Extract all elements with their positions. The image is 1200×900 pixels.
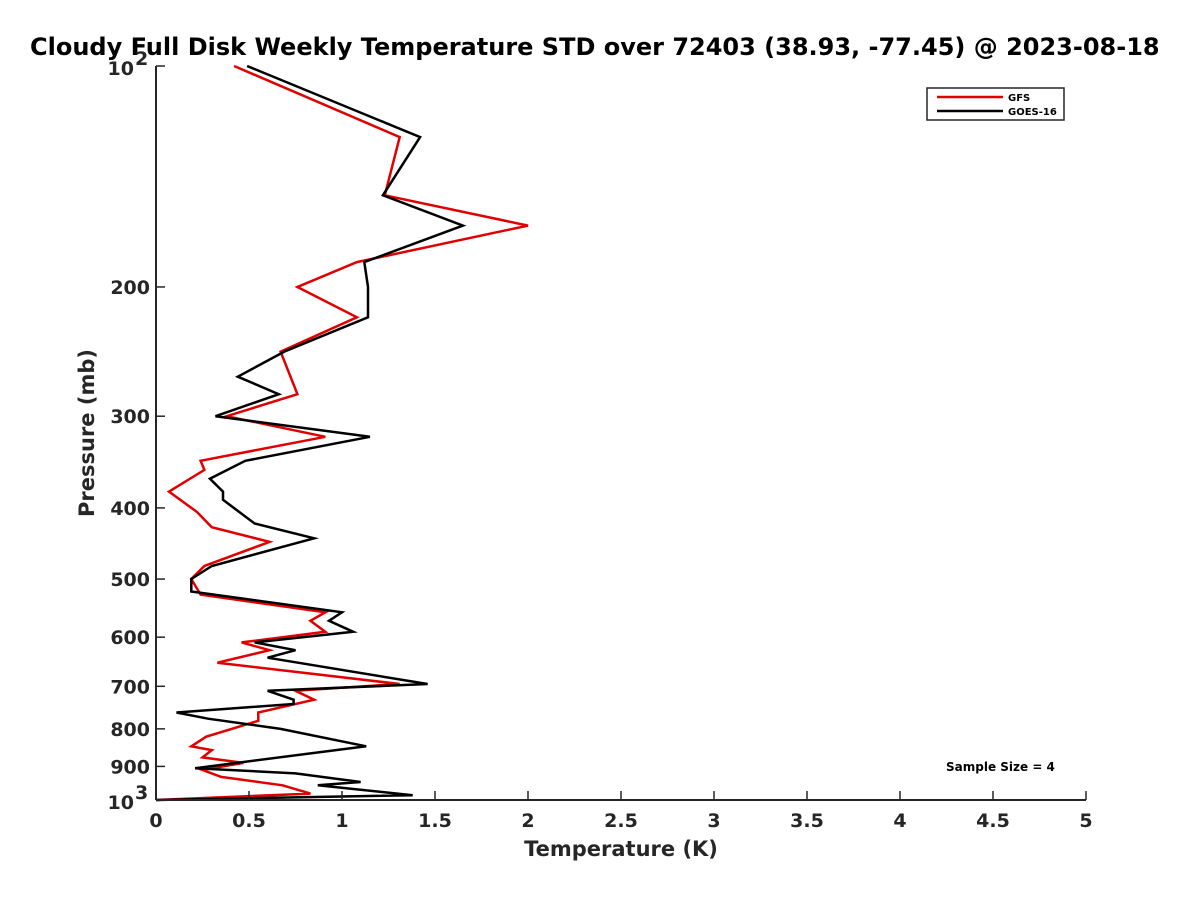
plot-lines [155,64,529,802]
legend-box [926,87,1065,121]
x-tick-label: 2 [521,810,534,832]
x-tick-label: 4.5 [976,810,1010,832]
chart-title: Cloudy Full Disk Weekly Temperature STD … [30,33,1160,61]
y-tick-label: 800 [110,719,150,741]
legend-label-goes16: GOES-16 [1008,107,1057,118]
y-axis-label: Pressure (mb) [75,349,99,517]
series-line-gfs [155,64,529,802]
series-line-goes16 [155,64,467,802]
legend: GFS GOES-16 [926,87,1065,121]
y-tick-label: 300 [110,406,150,428]
x-tick-label: 1.5 [418,810,452,832]
y-tick-label-base: 10 [108,792,134,814]
sample-size-annotation: Sample Size = 4 [946,760,1055,774]
legend-label-gfs: GFS [1008,93,1030,104]
y-tick-label: 500 [110,569,150,591]
x-tick-label: 3.5 [790,810,824,832]
y-tick-label: 600 [110,627,150,649]
x-axis-ticks: 0 0.5 1 1.5 2 2.5 3 3.5 4 4.5 5 [149,791,1093,832]
y-tick-label-exponent: 2 [135,48,148,70]
x-tick-label: 3 [707,810,720,832]
y-tick-label: 400 [110,498,150,520]
y-tick-label-base: 10 [108,58,134,80]
y-tick-label: 700 [110,676,150,698]
x-tick-label: 0 [149,810,162,832]
x-tick-label: 0.5 [232,810,266,832]
x-axis-label: Temperature (K) [524,837,718,861]
x-tick-label: 2.5 [604,810,638,832]
x-tick-label: 4 [893,810,906,832]
x-tick-label: 5 [1079,810,1092,832]
y-tick-label: 200 [110,277,150,299]
y-tick-label: 900 [110,756,150,778]
x-tick-label: 1 [335,810,348,832]
y-tick-label-exponent: 3 [135,782,148,804]
